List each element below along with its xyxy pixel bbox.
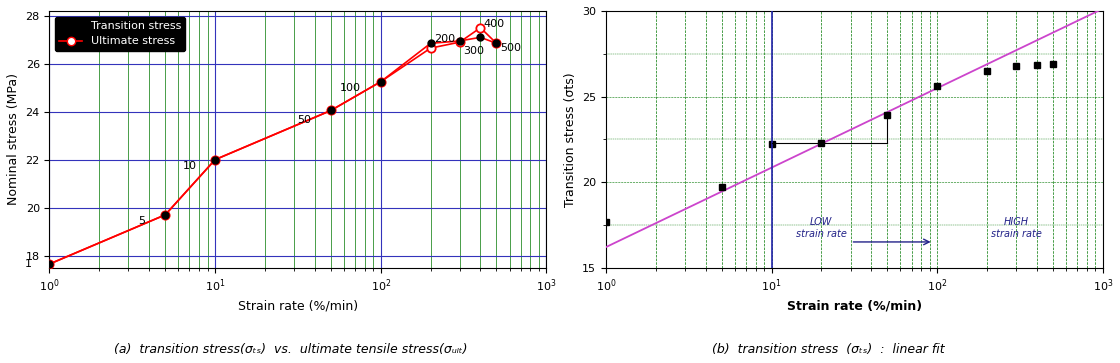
Y-axis label: Transition stress (σts): Transition stress (σts) <box>563 72 577 207</box>
Text: 200: 200 <box>435 33 455 44</box>
Text: (b)  transition stress  (σₜₛ)  :  linear fit: (b) transition stress (σₜₛ) : linear fit <box>712 343 945 356</box>
Text: 100: 100 <box>340 83 361 93</box>
Text: 1: 1 <box>25 259 31 269</box>
Text: 5: 5 <box>139 216 146 226</box>
Text: (a)  transition stress(σₜₛ)  vs.  ultimate tensile stress(σᵤₗₜ): (a) transition stress(σₜₛ) vs. ultimate … <box>114 343 468 356</box>
Text: 400: 400 <box>483 19 504 29</box>
X-axis label: Strain rate (%/min): Strain rate (%/min) <box>787 299 922 313</box>
Text: 10: 10 <box>184 161 197 171</box>
X-axis label: Strain rate (%/min): Strain rate (%/min) <box>237 299 358 313</box>
Text: HIGH
strain rate: HIGH strain rate <box>991 217 1042 238</box>
Text: LOW
strain rate: LOW strain rate <box>796 217 847 238</box>
Text: 50: 50 <box>297 115 311 125</box>
Text: 300: 300 <box>464 45 484 56</box>
Text: 500: 500 <box>501 43 522 53</box>
Legend: Transition stress, Ultimate stress: Transition stress, Ultimate stress <box>55 16 186 51</box>
Y-axis label: Nominal stress (MPa): Nominal stress (MPa) <box>7 73 20 205</box>
